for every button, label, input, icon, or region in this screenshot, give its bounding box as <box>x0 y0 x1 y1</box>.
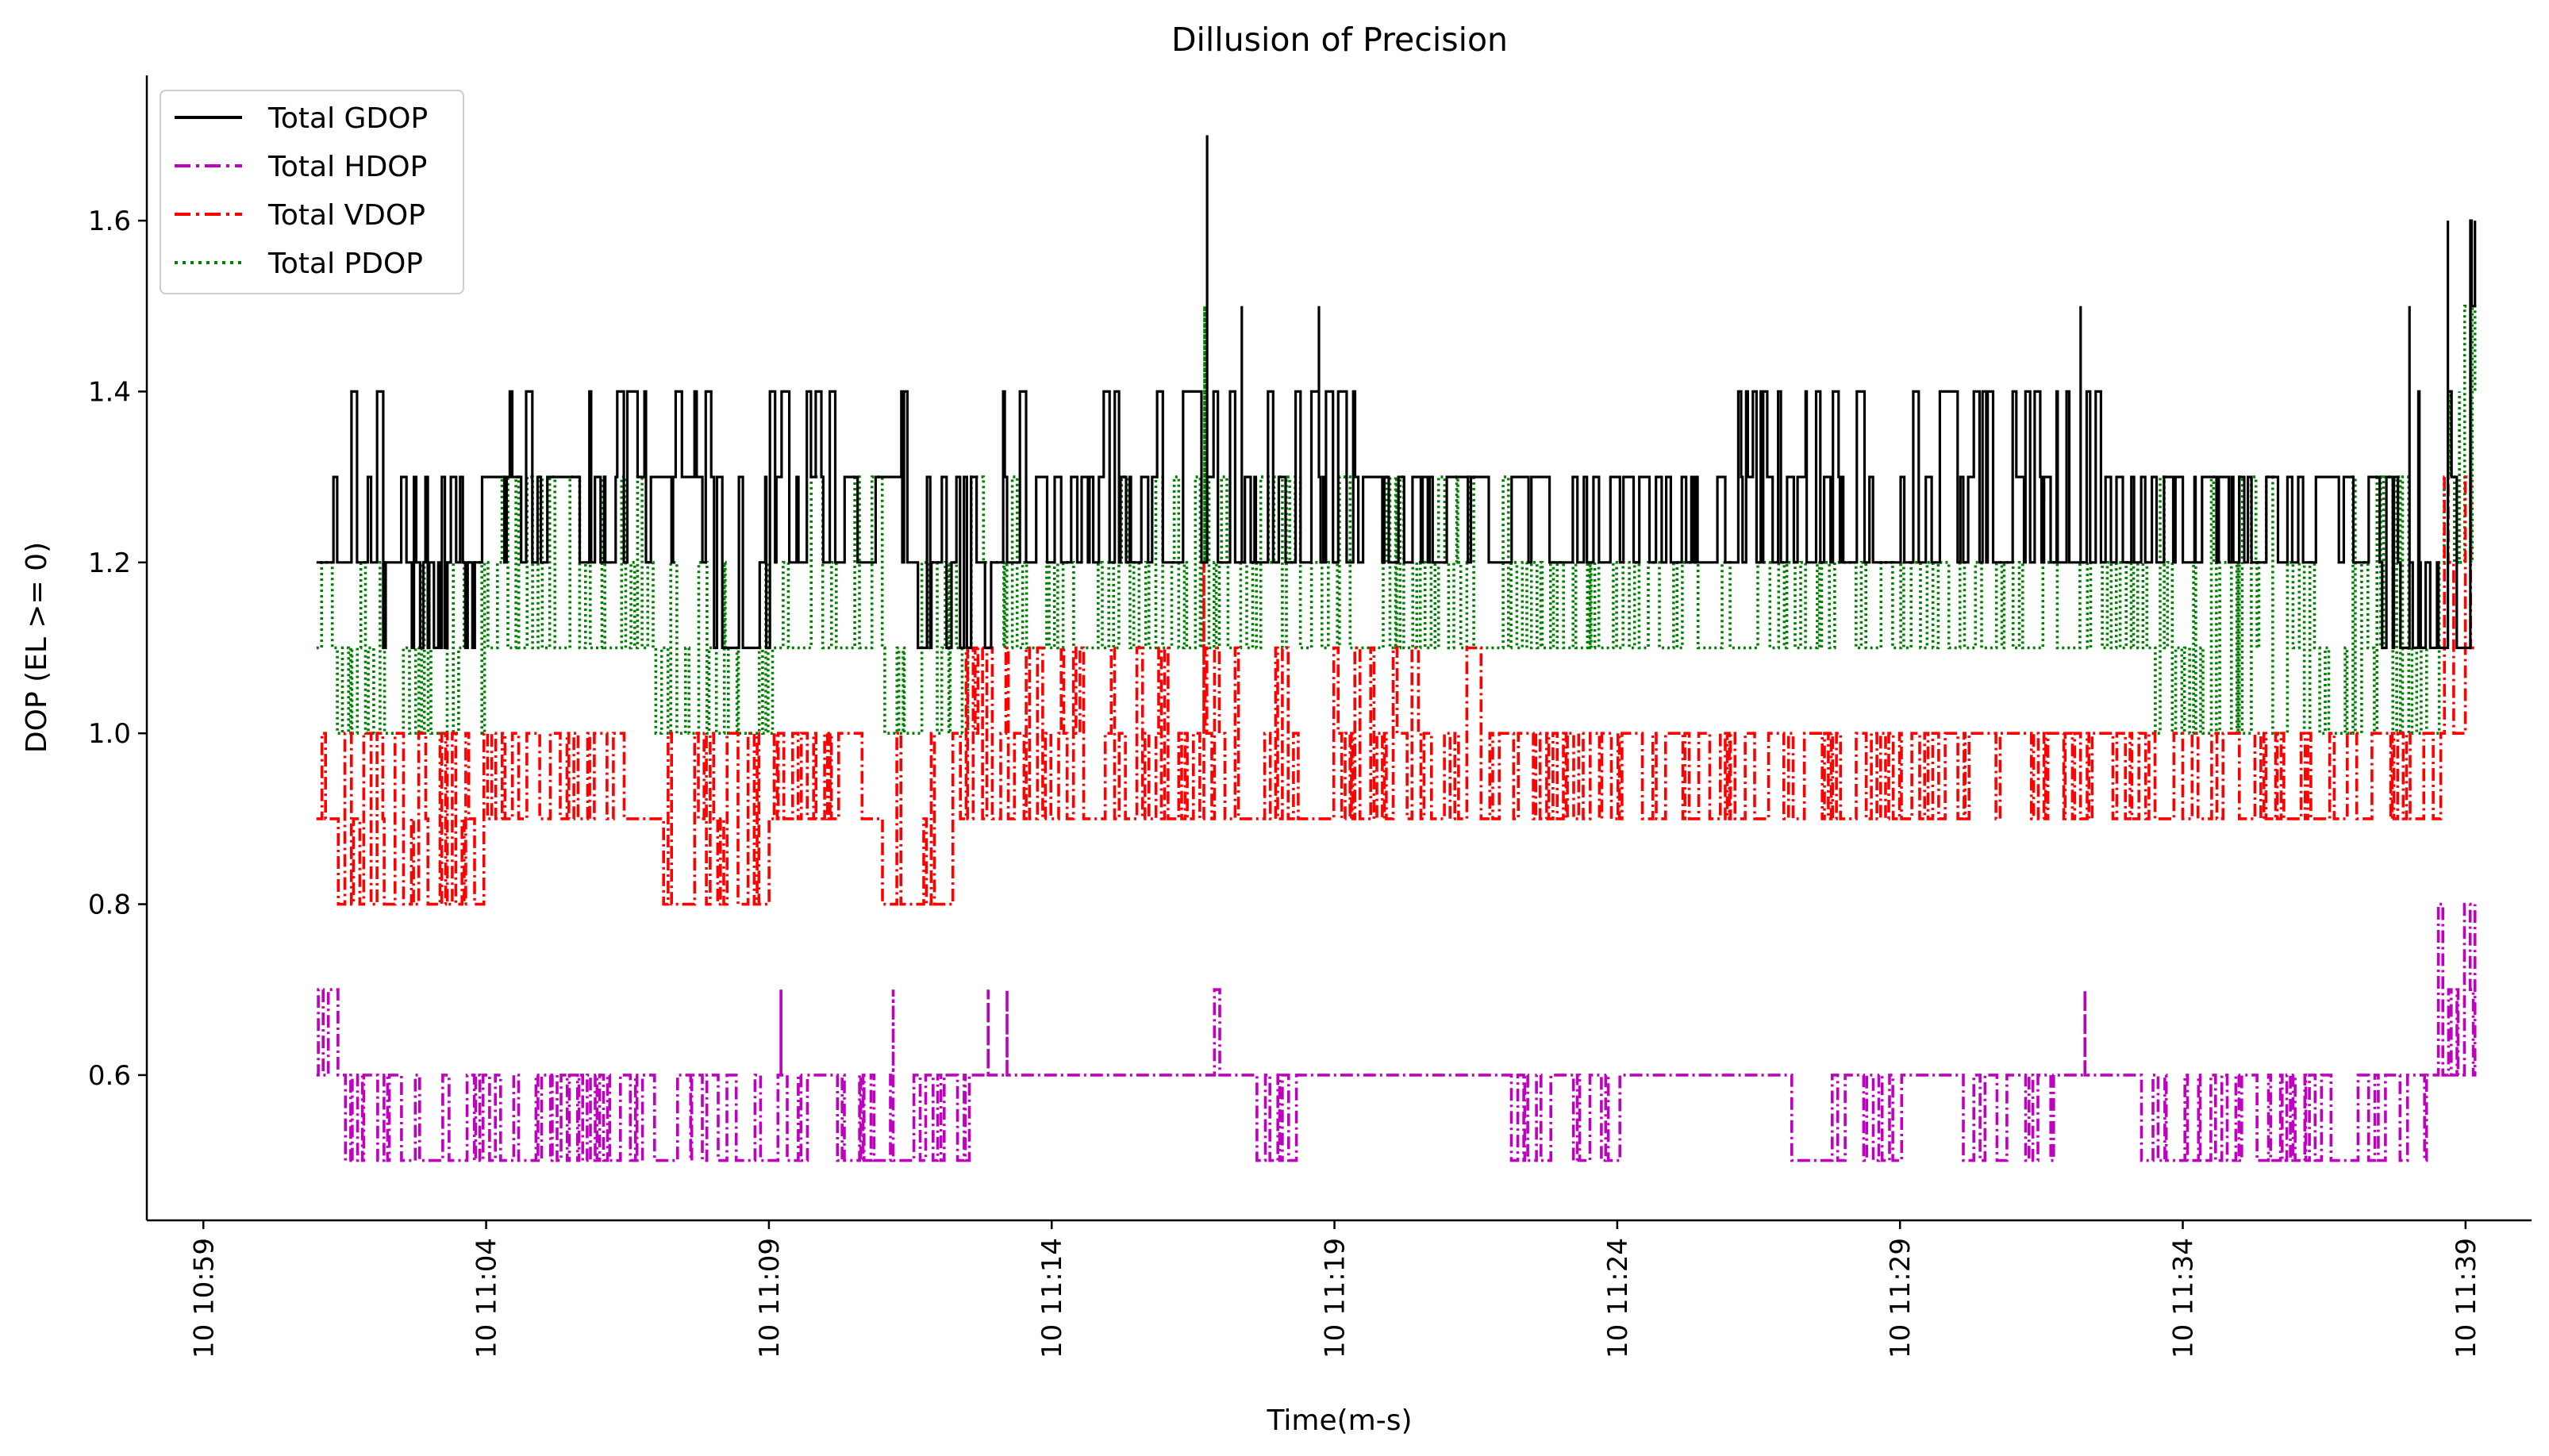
x-tick-label: 10 11:29 <box>1885 1238 1917 1358</box>
x-tick-label: 10 11:19 <box>1320 1238 1351 1358</box>
y-tick-label: 1.0 <box>88 718 131 750</box>
axes-layer <box>145 75 2532 1222</box>
x-tick-label: 10 11:24 <box>1602 1238 1634 1358</box>
y-axis-label: DOP (EL >= 0) <box>21 542 53 753</box>
y-tick-label: 1.6 <box>88 206 131 237</box>
legend-label: Total HDOP <box>267 151 427 183</box>
chart-title: Dillusion of Precision <box>1171 21 1508 59</box>
series-line-total-hdop <box>316 902 2477 1162</box>
x-tick-label: 10 11:34 <box>2168 1238 2200 1358</box>
x-tick-label: 10 11:09 <box>754 1238 786 1358</box>
x-axis-label: Time(m-s) <box>1266 1404 1412 1437</box>
x-tick-label: 10 11:39 <box>2451 1238 2482 1358</box>
series-line-total-gdop <box>316 135 2477 650</box>
legend-label: Total PDOP <box>267 248 423 280</box>
x-tick-label: 10 11:04 <box>471 1238 503 1358</box>
x-tick-label: 10 10:59 <box>188 1238 220 1358</box>
y-tick-label: 1.4 <box>88 376 131 408</box>
series-layer <box>316 135 2477 1162</box>
ticks-layer: 0.6 0.8 1.0 1.2 1.4 1.6 10 10:59 10 11:04 10 11:… <box>88 206 2482 1358</box>
legend-label: Total GDOP <box>267 102 428 135</box>
legend-label: Total VDOP <box>267 199 425 232</box>
y-tick-label: 0.8 <box>88 889 131 921</box>
y-tick-label: 0.6 <box>88 1060 131 1092</box>
legend-frame <box>160 90 464 294</box>
x-tick-label: 10 11:14 <box>1036 1238 1068 1358</box>
series-line-total-vdop <box>316 475 2475 906</box>
legend: Total GDOP Total HDOP Total VDOP Total PDOP <box>160 90 464 294</box>
y-tick-label: 1.2 <box>88 547 131 579</box>
